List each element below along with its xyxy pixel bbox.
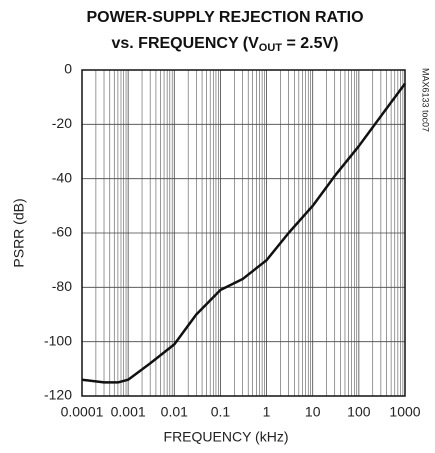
x-tick-label: 0.0001 — [61, 404, 104, 420]
annotation: MAX6133 toc07 — [421, 68, 431, 132]
x-tick-label: 0.001 — [111, 404, 146, 420]
subtitle-part: vs. FREQUENCY (V — [111, 35, 259, 52]
x-tick-label: 1000 — [389, 404, 420, 420]
x-tick-label: 0.1 — [211, 404, 231, 420]
y-tick-label: -80 — [52, 278, 72, 294]
x-tick-label: 0.01 — [161, 404, 188, 420]
y-tick-label: -100 — [44, 332, 72, 348]
data-line — [81, 82, 407, 384]
chart-subtitle: vs. FREQUENCY (VOUT = 2.5V) — [111, 35, 338, 54]
y-tick-label: -120 — [44, 387, 72, 403]
y-tick-label: -40 — [52, 169, 72, 185]
y-tick-label: -20 — [52, 115, 72, 131]
y-axis-label: PSRR (dB) — [11, 198, 27, 267]
subtitle-subscript: OUT — [259, 42, 283, 54]
chart-title: POWER-SUPPLY REJECTION RATIO — [86, 9, 363, 26]
x-tick-label: 100 — [347, 404, 371, 420]
y-tick-label: 0 — [64, 61, 72, 77]
x-axis-label: FREQUENCY (kHz) — [164, 429, 289, 445]
plot-frame — [81, 69, 406, 397]
y-tick-label: -60 — [52, 224, 72, 240]
subtitle-part: = 2.5V) — [282, 35, 338, 52]
x-tick-label: 10 — [305, 404, 321, 420]
x-tick-label: 1 — [263, 404, 271, 420]
